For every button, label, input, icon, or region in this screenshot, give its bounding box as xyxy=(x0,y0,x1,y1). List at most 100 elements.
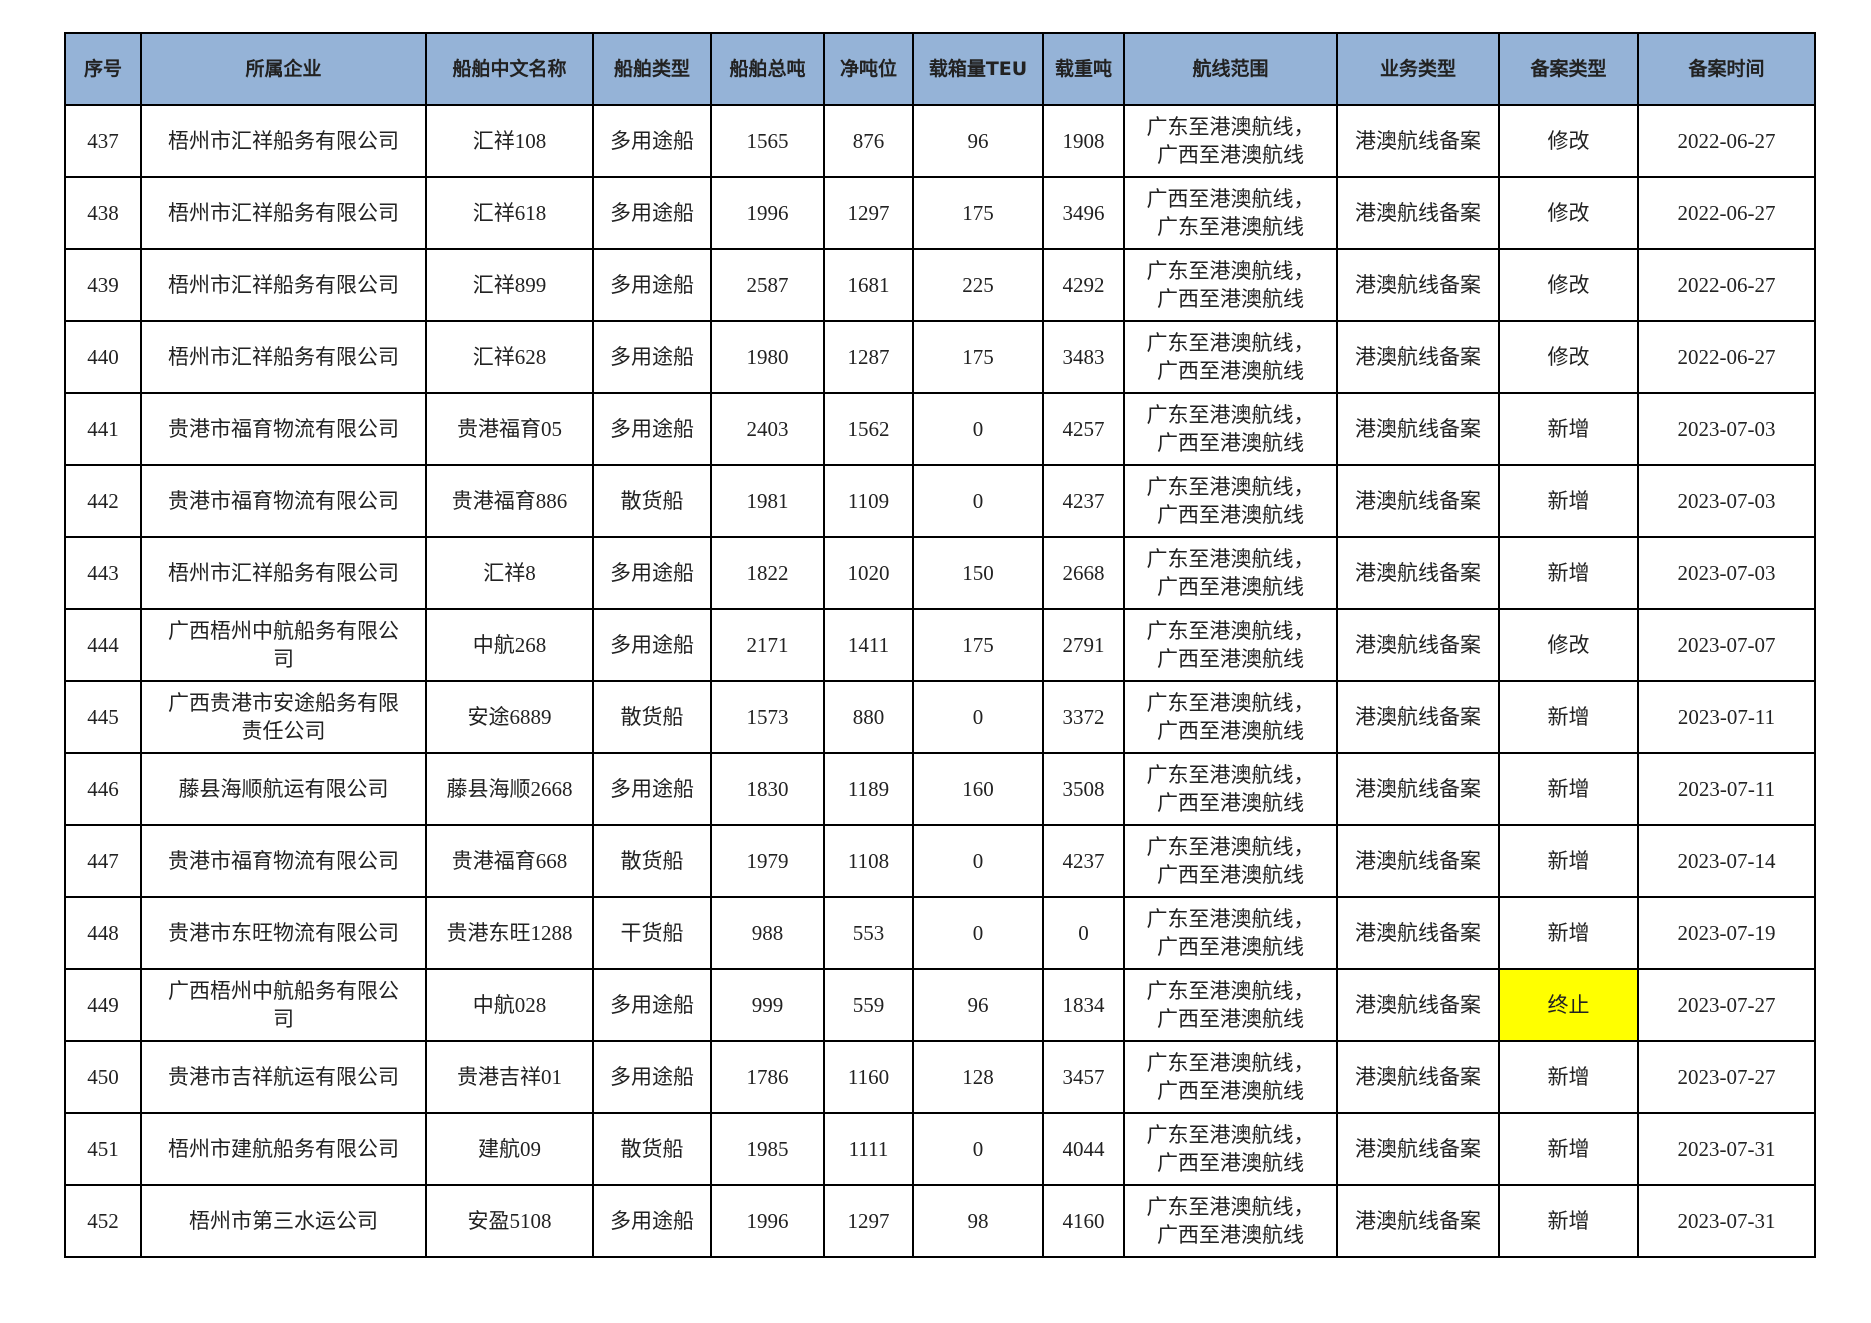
header-row: 序号 所属企业 船舶中文名称 船舶类型 船舶总吨 净吨位 载箱量TEU 载重吨 航线范围 业务类型… xyxy=(64,32,1816,106)
table-cell: 港澳航线备案 xyxy=(1336,392,1500,466)
header-cell: 备案类型 xyxy=(1498,32,1639,106)
table-cell: 2023-07-19 xyxy=(1637,896,1816,970)
cell-text: 新增 xyxy=(1547,1137,1590,1161)
cell-text: 1111 xyxy=(848,1137,889,1161)
table-cell: 汇祥628 xyxy=(425,320,594,394)
table-cell: 港澳航线备案 xyxy=(1336,1040,1500,1114)
cell-text: 港澳航线备案 xyxy=(1355,633,1481,657)
table-cell: 贵港吉祥01 xyxy=(425,1040,594,1114)
cell-text: 贵港市东旺物流有限公司 xyxy=(168,921,399,945)
cell-text: 96 xyxy=(967,993,989,1017)
cell-text: 新增 xyxy=(1547,705,1590,729)
cell-text: 0 xyxy=(972,921,984,945)
cell-text: 广东至港澳航线，广西至港澳航线 xyxy=(1146,1195,1315,1247)
table-cell: 2587 xyxy=(710,248,825,322)
table-cell: 新增 xyxy=(1498,752,1639,826)
table-cell: 443 xyxy=(64,536,142,610)
cell-text: 广东至港澳航线，广西至港澳航线 xyxy=(1146,547,1315,599)
table-cell: 175 xyxy=(912,608,1044,682)
table-cell: 1160 xyxy=(823,1040,914,1114)
table-cell: 4292 xyxy=(1042,248,1125,322)
cell-text: 1562 xyxy=(847,417,890,441)
table-cell: 干货船 xyxy=(592,896,712,970)
table-cell: 446 xyxy=(64,752,142,826)
cell-text: 港澳航线备案 xyxy=(1355,201,1481,225)
cell-text: 0 xyxy=(972,1137,984,1161)
cell-text: 干货船 xyxy=(620,921,684,945)
cell-text: 梧州市第三水运公司 xyxy=(189,1209,378,1233)
cell-text: 汇祥628 xyxy=(472,345,547,369)
cell-text: 汇祥899 xyxy=(472,273,547,297)
table-cell: 港澳航线备案 xyxy=(1336,752,1500,826)
cell-text: 3508 xyxy=(1062,777,1105,801)
table-cell: 贵港市福育物流有限公司 xyxy=(140,464,427,538)
cell-text: 449 xyxy=(87,993,119,1017)
table-cell: 多用途船 xyxy=(592,608,712,682)
table-cell: 中航028 xyxy=(425,968,594,1042)
cell-text: 多用途船 xyxy=(610,561,694,585)
cell-text: 876 xyxy=(852,129,885,153)
cell-text: 448 xyxy=(87,921,119,945)
cell-text: 修改 xyxy=(1547,201,1590,225)
table-cell: 988 xyxy=(710,896,825,970)
table-cell: 新增 xyxy=(1498,680,1639,754)
cell-text: 444 xyxy=(87,633,119,657)
table-cell: 2022-06-27 xyxy=(1637,176,1816,250)
cell-text: 3483 xyxy=(1062,345,1105,369)
table-cell: 多用途船 xyxy=(592,320,712,394)
table-cell: 880 xyxy=(823,680,914,754)
header-cell: 业务类型 xyxy=(1336,32,1500,106)
table-row: 448 贵港市东旺物流有限公司 贵港东旺1288 干货船 988 553 0 0 广东至港澳航线… xyxy=(64,896,1816,970)
cell-text: 汇祥108 xyxy=(472,129,547,153)
cell-text: 0 xyxy=(972,849,984,873)
cell-text: 港澳航线备案 xyxy=(1355,777,1481,801)
table-cell: 汇祥108 xyxy=(425,104,594,178)
cell-text: 2171 xyxy=(746,633,789,657)
table-cell: 0 xyxy=(912,464,1044,538)
cell-text: 终止 xyxy=(1547,993,1590,1017)
table-cell: 梧州市汇祥船务有限公司 xyxy=(140,104,427,178)
table-cell: 4237 xyxy=(1042,464,1125,538)
cell-text: 3372 xyxy=(1062,705,1105,729)
table-cell: 448 xyxy=(64,896,142,970)
table-cell: 2171 xyxy=(710,608,825,682)
header-cell: 净吨位 xyxy=(823,32,914,106)
table-cell: 修改 xyxy=(1498,176,1639,250)
cell-text: 1189 xyxy=(847,777,890,801)
table-cell: 修改 xyxy=(1498,248,1639,322)
cell-text: 贵港市福育物流有限公司 xyxy=(168,417,399,441)
cell-text: 广西至港澳航线，广东至港澳航线 xyxy=(1146,187,1315,239)
table-cell: 港澳航线备案 xyxy=(1336,608,1500,682)
cell-text: 广西贵港市安途船务有限责任公司 xyxy=(168,691,399,743)
table-cell: 梧州市汇祥船务有限公司 xyxy=(140,320,427,394)
cell-text: 港澳航线备案 xyxy=(1355,129,1481,153)
table-cell: 港澳航线备案 xyxy=(1336,320,1500,394)
cell-text: 3457 xyxy=(1062,1065,1105,1089)
table-cell: 1996 xyxy=(710,176,825,250)
cell-text: 港澳航线备案 xyxy=(1355,273,1481,297)
cell-text: 港澳航线备案 xyxy=(1355,849,1481,873)
cell-text: 多用途船 xyxy=(610,1209,694,1233)
table-cell: 2023-07-11 xyxy=(1637,680,1816,754)
cell-text: 0 xyxy=(972,705,984,729)
table-cell: 442 xyxy=(64,464,142,538)
cell-text: 多用途船 xyxy=(610,129,694,153)
cell-text: 广东至港澳航线，广西至港澳航线 xyxy=(1146,259,1315,311)
cell-text: 2023-07-31 xyxy=(1677,1137,1776,1161)
table-row: 443 梧州市汇祥船务有限公司 汇祥8 多用途船 1822 1020 150 2668 广东至港… xyxy=(64,536,1816,610)
cell-text: 2023-07-03 xyxy=(1677,489,1776,513)
cell-text: 安盈5108 xyxy=(467,1209,552,1233)
table-cell: 新增 xyxy=(1498,1112,1639,1186)
cell-text: 2023-07-27 xyxy=(1677,993,1776,1017)
table-row: 438 梧州市汇祥船务有限公司 汇祥618 多用途船 1996 1297 175 3496 广西… xyxy=(64,176,1816,250)
table-cell: 新增 xyxy=(1498,392,1639,466)
table-cell: 广西贵港市安途船务有限责任公司 xyxy=(140,680,427,754)
cell-text: 广东至港澳航线，广西至港澳航线 xyxy=(1146,331,1315,383)
table-cell: 广东至港澳航线，广西至港澳航线 xyxy=(1123,824,1338,898)
table-row: 439 梧州市汇祥船务有限公司 汇祥899 多用途船 2587 1681 225 4292 广东… xyxy=(64,248,1816,322)
cell-text: 建航09 xyxy=(478,1137,541,1161)
table-cell: 2023-07-27 xyxy=(1637,968,1816,1042)
table-cell: 多用途船 xyxy=(592,176,712,250)
cell-text: 多用途船 xyxy=(610,993,694,1017)
table-cell: 梧州市汇祥船务有限公司 xyxy=(140,176,427,250)
